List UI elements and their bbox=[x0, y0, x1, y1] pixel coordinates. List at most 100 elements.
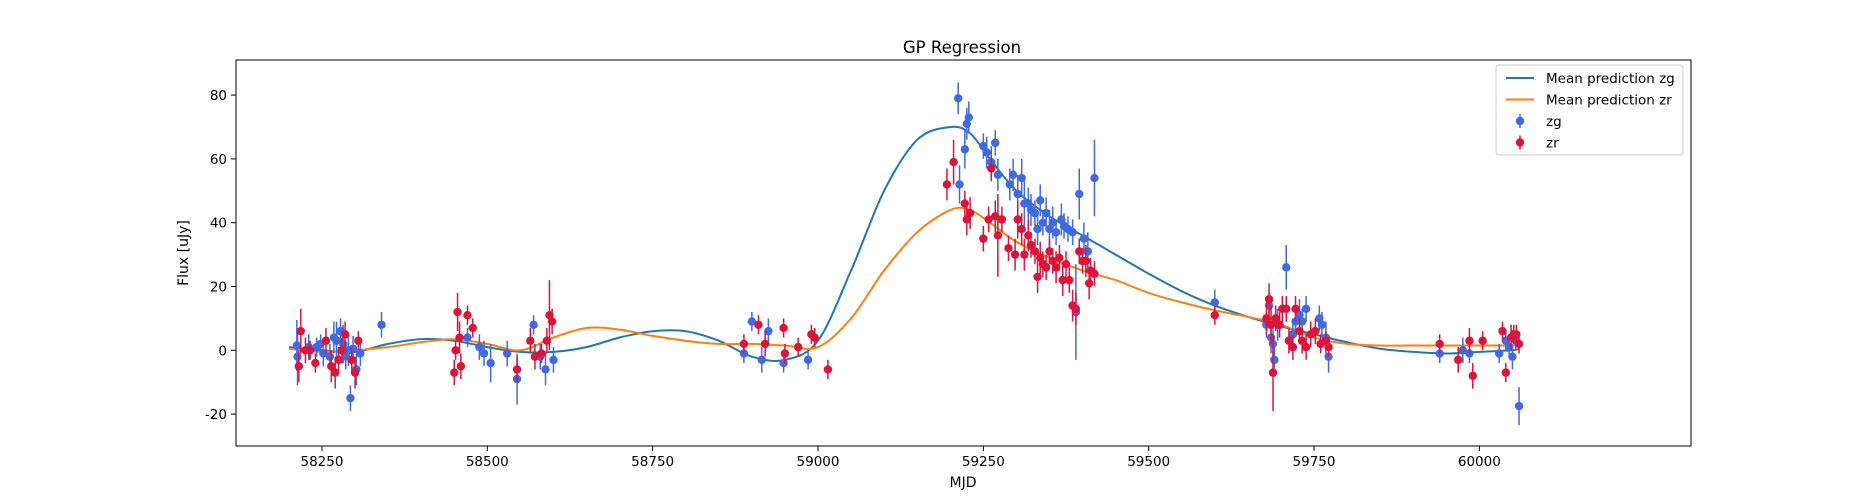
data-point bbox=[1311, 326, 1320, 336]
data-point bbox=[350, 368, 360, 377]
data-point bbox=[780, 349, 790, 358]
data-point bbox=[1262, 314, 1271, 323]
data-point bbox=[1324, 342, 1333, 352]
data-point bbox=[1458, 346, 1468, 355]
data-point bbox=[1478, 336, 1487, 345]
data-point bbox=[451, 346, 460, 355]
data-point bbox=[450, 368, 459, 377]
observation-points bbox=[292, 82, 1524, 426]
y-tick-label: 20 bbox=[210, 279, 227, 295]
y-tick-label: -20 bbox=[205, 407, 227, 423]
data-point bbox=[1045, 247, 1054, 256]
data-point bbox=[468, 323, 477, 333]
data-point bbox=[486, 358, 495, 368]
data-point bbox=[1271, 314, 1280, 323]
data-point bbox=[1501, 368, 1511, 377]
data-point bbox=[823, 365, 833, 374]
line-mean-prediction-zr bbox=[288, 206, 1519, 353]
data-point bbox=[810, 333, 819, 342]
data-point bbox=[294, 362, 304, 371]
legend-label: zr bbox=[1546, 136, 1559, 152]
data-point bbox=[803, 355, 813, 365]
data-point bbox=[1048, 218, 1057, 227]
data-point bbox=[1041, 263, 1051, 272]
data-point bbox=[1005, 180, 1014, 189]
data-point bbox=[311, 358, 320, 368]
data-point bbox=[1013, 189, 1022, 199]
y-axis: -20 0 20 40 60 80 bbox=[205, 88, 236, 423]
data-point bbox=[512, 365, 522, 374]
data-point bbox=[1083, 247, 1093, 256]
data-point bbox=[1075, 247, 1084, 256]
data-point bbox=[1514, 339, 1524, 349]
data-point bbox=[1010, 250, 1020, 259]
data-point bbox=[475, 342, 484, 352]
data-point bbox=[955, 180, 964, 189]
data-point bbox=[1020, 250, 1029, 259]
data-point bbox=[1045, 224, 1054, 234]
data-point bbox=[1084, 279, 1094, 288]
data-point bbox=[1284, 336, 1294, 345]
data-point bbox=[537, 349, 546, 358]
data-point bbox=[1301, 342, 1311, 352]
x-tick-label: 59500 bbox=[1127, 454, 1170, 470]
data-point bbox=[965, 208, 975, 218]
data-point bbox=[739, 339, 749, 349]
data-point bbox=[1081, 256, 1091, 266]
data-point bbox=[1514, 401, 1524, 411]
data-point bbox=[526, 336, 535, 345]
data-point bbox=[993, 231, 1003, 240]
data-point bbox=[331, 368, 340, 377]
data-point bbox=[377, 320, 386, 329]
data-point bbox=[1282, 263, 1291, 272]
data-point bbox=[982, 148, 991, 157]
data-point bbox=[1071, 304, 1081, 314]
data-point bbox=[962, 215, 972, 224]
data-point bbox=[1017, 224, 1026, 234]
data-point bbox=[1270, 355, 1279, 365]
data-point bbox=[1435, 339, 1444, 349]
data-point bbox=[1498, 326, 1507, 336]
data-point bbox=[1468, 371, 1477, 381]
data-point bbox=[530, 352, 540, 361]
x-tick-label: 58250 bbox=[301, 454, 344, 470]
data-point bbox=[549, 355, 558, 365]
y-tick-label: 0 bbox=[218, 343, 227, 359]
data-point bbox=[332, 336, 341, 345]
data-point bbox=[456, 362, 466, 371]
data-point bbox=[1291, 304, 1300, 314]
data-point bbox=[1090, 269, 1099, 278]
data-point bbox=[1288, 342, 1298, 352]
data-point bbox=[979, 141, 988, 151]
x-tick-label: 59750 bbox=[1293, 454, 1336, 470]
data-point bbox=[1055, 253, 1064, 262]
data-point bbox=[954, 94, 963, 103]
data-point bbox=[1454, 355, 1463, 365]
data-point bbox=[305, 346, 315, 355]
data-point bbox=[1030, 247, 1040, 256]
data-point bbox=[1033, 224, 1042, 234]
data-point bbox=[337, 346, 347, 355]
data-point bbox=[1051, 228, 1061, 237]
legend-label: Mean prediction zg bbox=[1546, 71, 1675, 87]
data-point bbox=[1013, 215, 1022, 224]
y-tick-label: 40 bbox=[210, 216, 227, 232]
data-point bbox=[987, 164, 996, 173]
data-point bbox=[984, 215, 993, 224]
chart-title: GP Regression bbox=[903, 38, 1021, 57]
x-axis-label: MJD bbox=[950, 475, 977, 491]
data-point bbox=[949, 157, 958, 167]
data-point bbox=[453, 307, 462, 317]
x-tick-label: 59250 bbox=[962, 454, 1005, 470]
data-point bbox=[541, 365, 550, 374]
data-point bbox=[1301, 304, 1311, 314]
data-point bbox=[1061, 259, 1071, 269]
plot-area bbox=[235, 59, 1692, 447]
data-point bbox=[979, 234, 988, 243]
data-point bbox=[321, 336, 331, 345]
data-point bbox=[960, 145, 970, 154]
legend-label: zg bbox=[1546, 114, 1562, 130]
data-point bbox=[356, 349, 365, 358]
data-point bbox=[547, 317, 557, 326]
data-point bbox=[529, 320, 538, 329]
